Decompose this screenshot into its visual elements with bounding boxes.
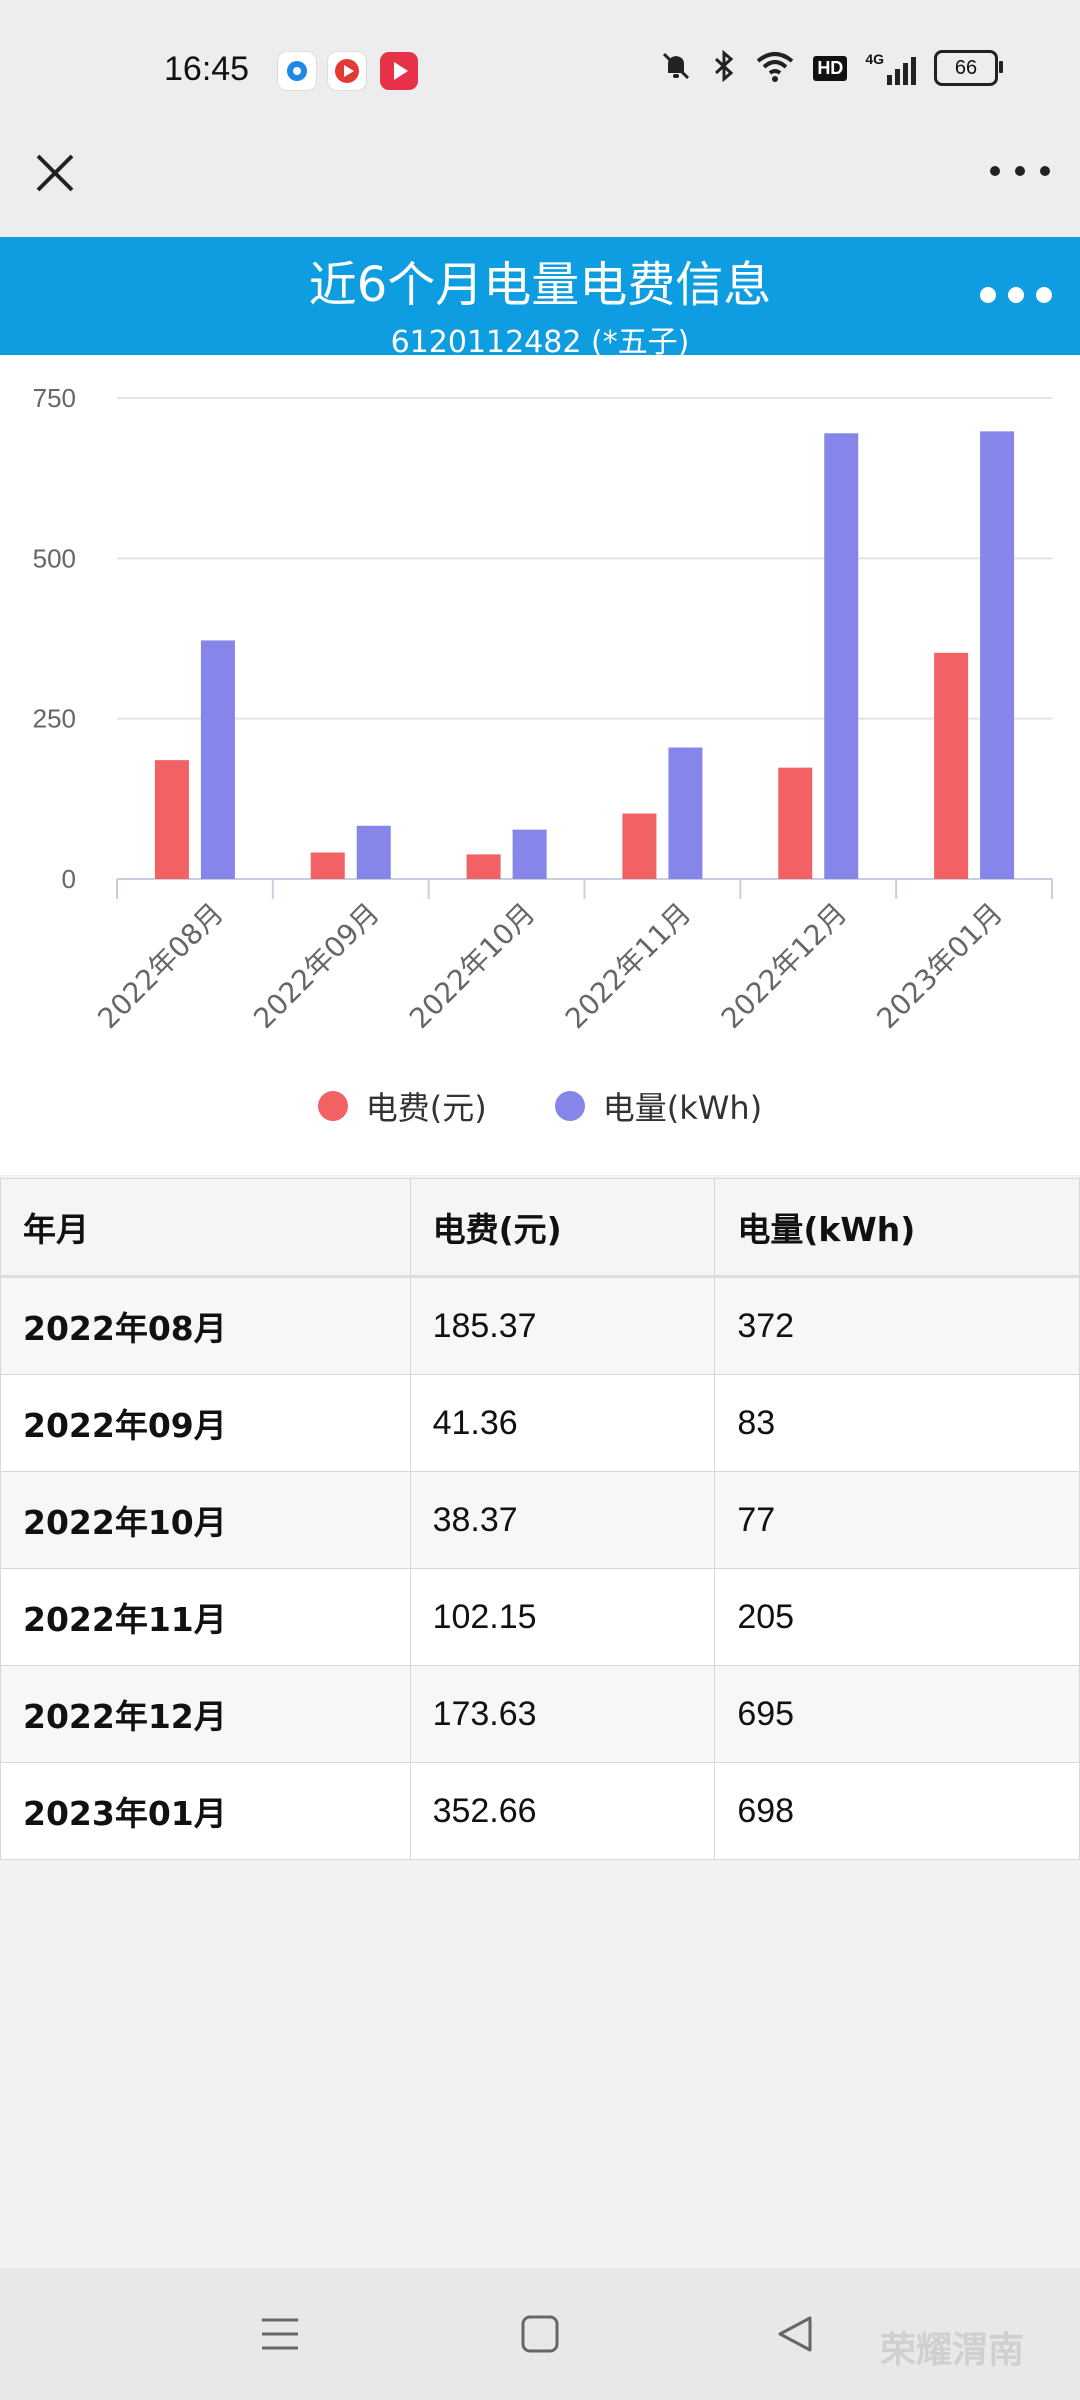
cell-month: 2022年08月 xyxy=(0,1276,411,1375)
bluetooth-icon xyxy=(711,49,737,87)
table-row: 2023年01月 352.66 698 xyxy=(0,1762,1080,1860)
page-title: 近6个月电量电费信息 xyxy=(308,257,772,313)
status-icons: HD 4G 66 xyxy=(659,48,1003,88)
mute-bell-icon xyxy=(659,49,693,87)
table-row: 2022年08月 185.37 372 xyxy=(0,1276,1080,1375)
cell-month: 2022年12月 xyxy=(0,1665,411,1763)
watermark-logo: 荣耀渭南 xyxy=(880,2324,1040,2383)
cell-fee: 102.15 xyxy=(409,1568,716,1666)
header-fee: 电费(元) xyxy=(409,1178,716,1278)
y-tick-label: 250 xyxy=(33,704,76,734)
video-app-icon xyxy=(328,52,366,90)
status-time: 16:45 xyxy=(164,50,250,88)
back-icon[interactable] xyxy=(776,2314,816,2354)
header-usage: 电量(kWh) xyxy=(714,1178,1080,1278)
status-bar: 16:45 HD 4G 66 xyxy=(0,0,1080,140)
network-type-label: 4G xyxy=(865,51,884,67)
x-tick-label: 2023年01月 xyxy=(871,897,1010,1036)
legend-label-fee: 电费(元) xyxy=(365,1089,487,1127)
y-tick-label: 750 xyxy=(33,383,76,413)
title-banner: 近6个月电量电费信息 6120112482 (*五子) xyxy=(0,237,1080,360)
cell-usage: 698 xyxy=(714,1762,1080,1860)
bar-fee xyxy=(934,652,969,879)
legend-item-usage[interactable]: 电量(kWh) xyxy=(554,1083,763,1129)
cell-month: 2023年01月 xyxy=(0,1762,411,1860)
chart-legend: 电费(元) 电量(kWh) xyxy=(0,1083,1080,1129)
x-tick-label: 2022年09月 xyxy=(247,897,386,1036)
table-header-row: 年月 电费(元) 电量(kWh) xyxy=(0,1178,1080,1278)
system-navigation-bar: 荣耀渭南 xyxy=(0,2268,1080,2400)
x-tick-label: 2022年11月 xyxy=(559,897,698,1036)
y-tick-label: 0 xyxy=(62,864,76,894)
home-icon[interactable] xyxy=(520,2314,560,2354)
cell-fee: 41.36 xyxy=(409,1374,716,1472)
cell-fee: 352.66 xyxy=(409,1762,716,1860)
bar-usage xyxy=(200,640,235,879)
bar-usage xyxy=(356,825,391,879)
x-tick-label: 2022年08月 xyxy=(91,897,230,1036)
play-app-icon xyxy=(380,52,418,90)
signal-icon: 4G xyxy=(865,51,916,85)
legend-label-usage: 电量(kWh) xyxy=(602,1089,763,1127)
table-row: 2022年11月 102.15 205 xyxy=(0,1568,1080,1666)
bar-fee xyxy=(778,767,813,879)
cell-usage: 372 xyxy=(714,1276,1080,1375)
bar-usage xyxy=(668,747,703,879)
y-tick-label: 500 xyxy=(33,543,76,573)
cell-usage: 695 xyxy=(714,1665,1080,1763)
bar-fee xyxy=(622,813,657,879)
header-month: 年月 xyxy=(0,1178,411,1278)
cell-fee: 173.63 xyxy=(409,1665,716,1763)
x-tick-label: 2022年12月 xyxy=(715,897,854,1036)
table-row: 2022年10月 38.37 77 xyxy=(0,1471,1080,1569)
more-options-button[interactable] xyxy=(990,156,1050,186)
bar-usage xyxy=(512,829,547,879)
cell-month: 2022年11月 xyxy=(0,1568,411,1666)
bar-fee xyxy=(154,760,189,879)
cell-fee: 185.37 xyxy=(409,1276,716,1375)
cell-usage: 83 xyxy=(714,1374,1080,1472)
table-row: 2022年12月 173.63 695 xyxy=(0,1665,1080,1763)
battery-indicator: 66 xyxy=(934,50,1003,86)
svg-text:荣耀渭南: 荣耀渭南 xyxy=(880,2330,1024,2371)
bar-usage xyxy=(980,431,1015,879)
data-table: 年月 电费(元) 电量(kWh) 2022年08月 185.37 372 202… xyxy=(0,1178,1080,1860)
legend-dot-usage xyxy=(554,1091,585,1121)
app-notification-icon xyxy=(278,52,316,90)
bar-fee xyxy=(310,852,345,879)
bar-usage xyxy=(824,433,859,879)
cell-fee: 38.37 xyxy=(409,1471,716,1569)
menu-icon[interactable] xyxy=(260,2314,300,2354)
cell-month: 2022年10月 xyxy=(0,1471,411,1569)
banner-menu-icon[interactable] xyxy=(980,287,1052,303)
bar-fee xyxy=(466,854,501,879)
cell-usage: 205 xyxy=(714,1568,1080,1666)
legend-dot-fee xyxy=(317,1091,348,1121)
x-tick-label: 2022年10月 xyxy=(403,897,542,1036)
cell-month: 2022年09月 xyxy=(0,1374,411,1472)
hd-badge: HD xyxy=(813,55,848,81)
account-number: 6120112482 (*五子) xyxy=(390,325,690,360)
table-row: 2022年09月 41.36 83 xyxy=(0,1374,1080,1472)
legend-item-fee[interactable]: 电费(元) xyxy=(317,1083,487,1129)
wifi-icon xyxy=(755,49,795,87)
chart-container: 0 250 500 750 2022年08月 2022年09月 2022年10月 2022年1… xyxy=(0,355,1080,1175)
close-icon[interactable] xyxy=(30,148,80,198)
cell-usage: 77 xyxy=(714,1471,1080,1569)
navigation-bar xyxy=(0,140,1080,238)
